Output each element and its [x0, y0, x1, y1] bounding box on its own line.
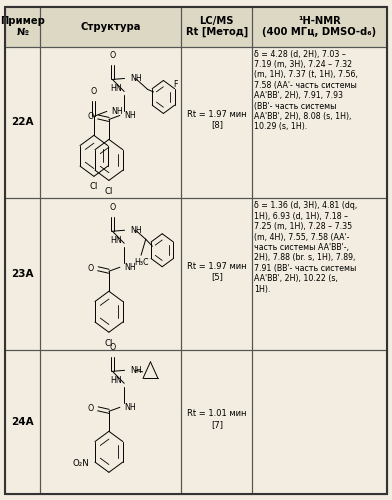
Bar	[5, 46, 40, 199]
Bar	[40, 46, 181, 199]
Bar	[181, 350, 252, 494]
Text: Rt = 1.97 мин
[5]: Rt = 1.97 мин [5]	[187, 262, 247, 281]
Text: HN: HN	[111, 84, 122, 94]
Bar	[181, 46, 252, 199]
Bar	[181, 6, 252, 46]
Bar	[40, 198, 181, 350]
Text: LC/MS
Rt [Метод]: LC/MS Rt [Метод]	[186, 16, 248, 38]
Text: F: F	[173, 80, 178, 89]
Bar	[40, 46, 181, 199]
Text: Cl: Cl	[90, 182, 98, 192]
Text: NH: NH	[112, 107, 123, 116]
Text: HN: HN	[111, 376, 122, 386]
Text: ¹H-NMR
(400 МГц, DMSO-d₆): ¹H-NMR (400 МГц, DMSO-d₆)	[263, 16, 377, 38]
Bar	[252, 6, 387, 46]
Bar	[5, 198, 40, 350]
Bar	[252, 46, 387, 199]
Text: O: O	[109, 344, 116, 352]
Bar	[252, 350, 387, 494]
Text: O: O	[88, 404, 94, 413]
Text: NH: NH	[125, 403, 136, 412]
Text: 23A: 23A	[11, 269, 34, 279]
Bar	[40, 198, 181, 350]
Bar	[40, 350, 181, 494]
Text: HN: HN	[111, 236, 122, 245]
Text: Cl: Cl	[105, 338, 113, 347]
Bar	[252, 350, 387, 494]
Bar	[252, 46, 387, 199]
Text: 24A: 24A	[11, 417, 34, 427]
Text: NH: NH	[125, 262, 136, 272]
Text: Rt = 1.01 мин
[7]: Rt = 1.01 мин [7]	[187, 410, 247, 428]
Text: Cl: Cl	[105, 187, 113, 196]
Text: O₂N: O₂N	[73, 458, 89, 468]
Text: Структура: Структура	[81, 22, 141, 32]
Bar	[252, 198, 387, 350]
Bar	[5, 6, 40, 46]
Text: NH: NH	[130, 226, 142, 234]
Bar	[181, 198, 252, 350]
Bar	[40, 6, 181, 46]
Bar	[181, 46, 252, 199]
Text: O: O	[88, 112, 94, 122]
Text: δ = 4.28 (d, 2H), 7.03 –
7.19 (m, 3H), 7.24 – 7.32
(m, 1H), 7.37 (t, 1H), 7.56,
: δ = 4.28 (d, 2H), 7.03 – 7.19 (m, 3H), 7…	[254, 50, 358, 132]
Text: O: O	[91, 88, 97, 96]
Text: O: O	[109, 52, 116, 60]
Text: Пример
№: Пример №	[0, 16, 45, 38]
Bar	[5, 350, 40, 494]
Text: NH: NH	[130, 74, 142, 83]
Bar	[252, 198, 387, 350]
Bar	[5, 350, 40, 494]
Bar	[40, 350, 181, 494]
Text: NH: NH	[125, 111, 136, 120]
Text: 22A: 22A	[11, 118, 34, 128]
Text: Rt = 1.97 мин
[8]: Rt = 1.97 мин [8]	[187, 110, 247, 129]
Bar	[5, 46, 40, 199]
Text: δ = 1.36 (d, 3H), 4.81 (dq,
1H), 6.93 (d, 1H), 7.18 –
7.25 (m, 1H), 7.28 – 7.35
: δ = 1.36 (d, 3H), 4.81 (dq, 1H), 6.93 (d…	[254, 202, 358, 294]
Text: NH: NH	[130, 366, 142, 375]
Bar	[181, 6, 252, 46]
Bar	[5, 6, 40, 46]
Text: H₃C: H₃C	[134, 258, 148, 267]
Bar	[181, 198, 252, 350]
Text: O: O	[109, 203, 116, 212]
Bar	[181, 350, 252, 494]
Bar	[40, 6, 181, 46]
Bar	[252, 6, 387, 46]
Text: O: O	[88, 264, 94, 273]
Bar	[5, 198, 40, 350]
